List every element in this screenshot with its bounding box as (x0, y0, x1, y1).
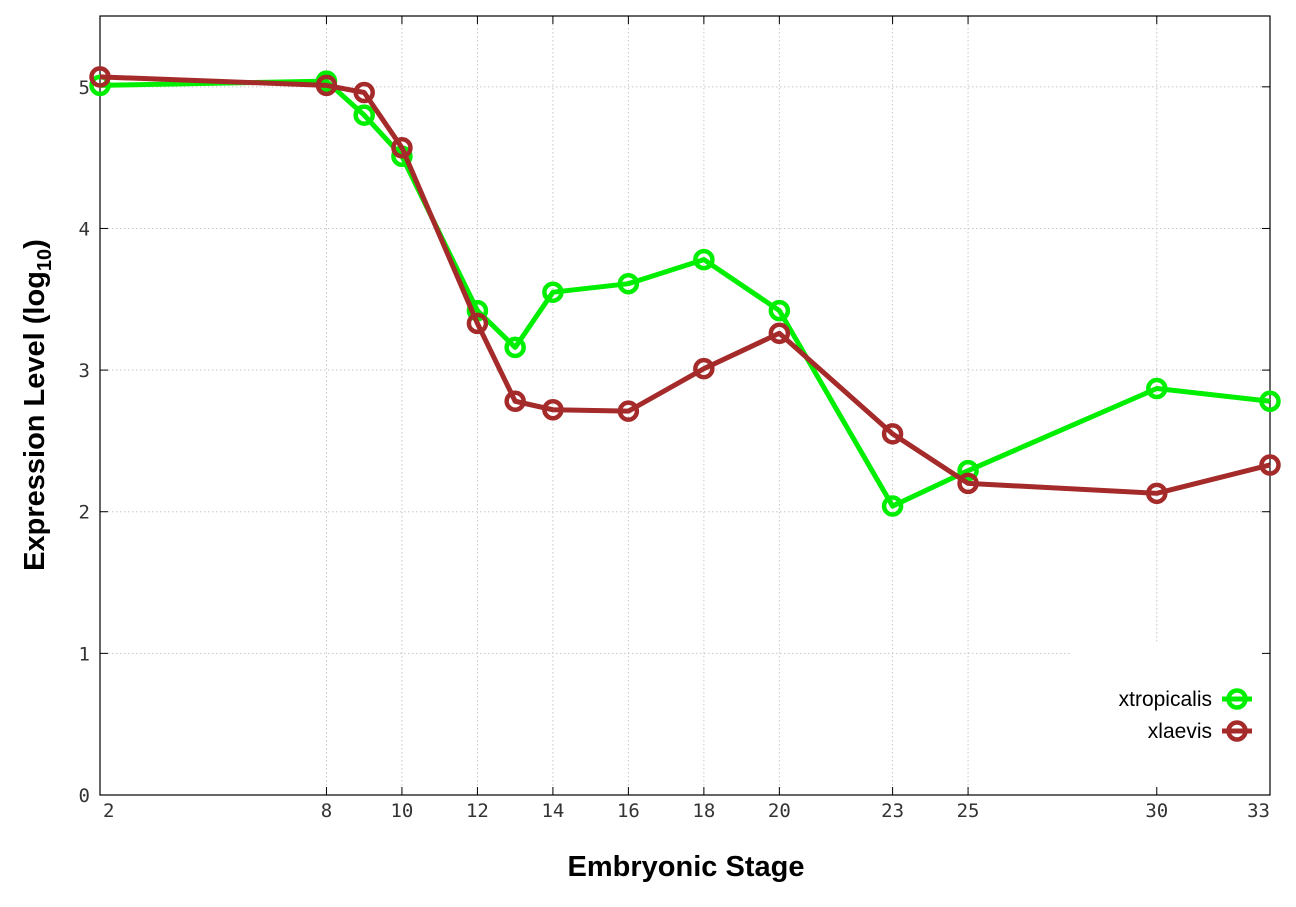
data-point (1259, 454, 1281, 476)
x-tick-label: 10 (390, 800, 413, 822)
x-tick-label: 25 (957, 800, 980, 822)
series-xlaevis (89, 66, 1281, 505)
x-tick-label: 30 (1145, 800, 1168, 822)
series-line (99, 78, 1271, 509)
legend-background (1072, 643, 1268, 793)
plot-frame (99, 15, 1271, 796)
data-point (353, 104, 375, 126)
x-tick-label: 23 (881, 800, 904, 822)
y-tick-label: 0 (79, 785, 90, 807)
series-xtropicalis (89, 70, 1281, 517)
data-point (353, 81, 375, 104)
data-point (504, 390, 526, 413)
y-tick-label: 5 (79, 77, 90, 99)
data-point (89, 66, 111, 88)
y-tick-label: 4 (79, 218, 90, 240)
legend-label: xlaevis (1148, 720, 1212, 743)
legend: xtropicalis xlaevis (1119, 688, 1252, 743)
data-point (768, 322, 791, 345)
data-point (1259, 390, 1281, 413)
data-point (1146, 482, 1168, 505)
legend-swatch-marker (1226, 688, 1248, 710)
data-point (617, 272, 640, 295)
data-point (617, 400, 640, 422)
data-point (768, 299, 791, 322)
y-axis-title-close: ) (19, 239, 51, 249)
data-point (693, 248, 715, 271)
x-tick-label: 2 (103, 800, 114, 822)
legend-box (1072, 643, 1268, 793)
x-tick-label: 16 (617, 800, 640, 822)
x-tick-label: 12 (466, 800, 489, 822)
data-point (1146, 377, 1168, 400)
data-point (957, 472, 979, 495)
x-tick-label: 18 (692, 800, 715, 822)
y-axis-title: Expression Level (log10) (19, 239, 56, 571)
legend-label: xtropicalis (1119, 688, 1212, 711)
data-point (881, 495, 904, 517)
y-axis-title-subscript: 10 (34, 249, 56, 271)
y-tick-label: 2 (79, 502, 90, 524)
data-point (957, 459, 979, 482)
y-tick-label: 3 (79, 360, 90, 382)
data-point (881, 423, 904, 445)
data-point (542, 398, 564, 421)
legend-swatch-marker (1226, 720, 1248, 742)
data-point (391, 136, 413, 159)
data-point (89, 74, 111, 97)
x-tick-label: 8 (321, 800, 332, 822)
x-tick-label: 14 (541, 800, 564, 822)
data-point (693, 357, 715, 380)
data-point (466, 312, 489, 335)
series-line (99, 74, 1271, 496)
series-lines (89, 66, 1281, 517)
x-tick-label: 33 (1247, 800, 1270, 822)
data-point (315, 74, 338, 97)
grid (99, 16, 1271, 796)
data-point (542, 281, 564, 303)
x-axis-title: Embryonic Stage (568, 851, 805, 883)
x-tick-label: 20 (768, 800, 791, 822)
y-axis-title-main: Expression Level (log (19, 271, 51, 571)
data-point (504, 336, 526, 359)
y-tick-label: 1 (79, 643, 90, 665)
